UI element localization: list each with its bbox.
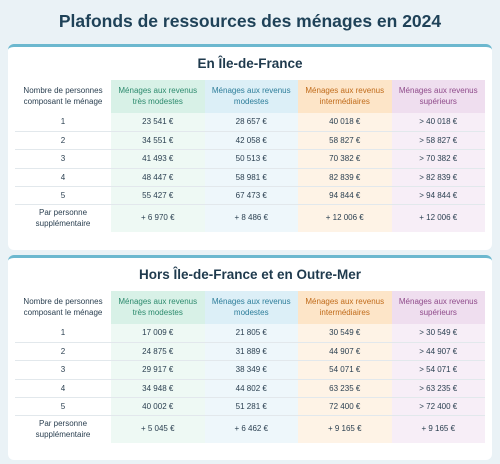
cell-intermediaires: + 9 165 € — [298, 415, 392, 443]
header-modestes: Ménages aux revenus modestes — [204, 80, 298, 113]
table-row: 3 29 917 € 38 349 € 54 071 € > 54 071 € — [15, 360, 485, 380]
cell-intermediaires: 94 844 € — [298, 186, 392, 206]
cell-modestes: + 8 486 € — [204, 204, 298, 232]
cell-superieurs: > 63 235 € — [391, 379, 485, 399]
cell-modestes: 50 513 € — [204, 149, 298, 169]
cell-tres-modestes: 17 009 € — [111, 324, 205, 343]
cell-tres-modestes: 40 002 € — [111, 397, 205, 417]
cell-tres-modestes: 29 917 € — [111, 360, 205, 380]
cell-superieurs: + 12 006 € — [391, 204, 485, 232]
table-row-extra-person: Par personne supplémentaire + 6 970 € + … — [15, 204, 485, 232]
cell-intermediaires: 70 382 € — [298, 149, 392, 169]
cell-persons: 5 — [15, 186, 111, 206]
income-table: Nombre de personnes composant le ménage … — [15, 291, 485, 443]
cell-tres-modestes: 23 541 € — [111, 113, 205, 132]
cell-tres-modestes: 55 427 € — [111, 186, 205, 206]
cell-superieurs: > 72 400 € — [391, 397, 485, 417]
cell-persons: 2 — [15, 342, 111, 362]
page-title: Plafonds de ressources des ménages en 20… — [58, 11, 442, 31]
cell-persons: Par personne supplémentaire — [35, 419, 91, 439]
cell-intermediaires: 30 549 € — [298, 324, 392, 343]
table-row: 5 40 002 € 51 281 € 72 400 € > 72 400 € — [15, 397, 485, 417]
cell-intermediaires: 58 827 € — [298, 131, 392, 151]
cell-persons: 3 — [15, 149, 111, 169]
cell-modestes: 28 657 € — [204, 113, 298, 132]
table-row: 2 34 551 € 42 058 € 58 827 € > 58 827 € — [15, 131, 485, 151]
section-title: Hors Île-de-France et en Outre-Mer — [138, 267, 362, 282]
header-tres-modestes: Ménages aux revenus très modestes — [111, 80, 205, 113]
header-superieurs: Ménages aux revenus supérieurs — [391, 80, 485, 113]
table-row: 1 17 009 € 21 805 € 30 549 € > 30 549 € — [15, 324, 485, 343]
header-intermediaires: Ménages aux revenus intermédiaires — [298, 291, 392, 324]
cell-modestes: 21 805 € — [204, 324, 298, 343]
header-intermediaires: Ménages aux revenus intermédiaires — [298, 80, 392, 113]
cell-superieurs: > 94 844 € — [391, 186, 485, 206]
cell-superieurs: > 54 071 € — [391, 360, 485, 380]
cell-modestes: 44 802 € — [204, 379, 298, 399]
cell-persons: 4 — [15, 379, 111, 399]
cell-persons: 1 — [15, 324, 111, 343]
header-persons: Nombre de personnes composant le ménage — [23, 297, 103, 317]
cell-intermediaires: 82 839 € — [298, 168, 392, 188]
cell-intermediaires: 40 018 € — [298, 113, 392, 132]
cell-intermediaires: + 12 006 € — [298, 204, 392, 232]
cell-persons: Par personne supplémentaire — [35, 208, 91, 228]
cell-modestes: 38 349 € — [204, 360, 298, 380]
header-modestes: Ménages aux revenus modestes — [204, 291, 298, 324]
cell-tres-modestes: 34 551 € — [111, 131, 205, 151]
table-header-row: Nombre de personnes composant le ménage … — [15, 291, 485, 324]
cell-persons: 1 — [15, 113, 111, 132]
cell-superieurs: > 58 827 € — [391, 131, 485, 151]
cell-tres-modestes: 41 493 € — [111, 149, 205, 169]
cell-superieurs: > 30 549 € — [391, 324, 485, 343]
header-tres-modestes: Ménages aux revenus très modestes — [111, 291, 205, 324]
table-row: 4 48 447 € 58 981 € 82 839 € > 82 839 € — [15, 168, 485, 188]
cell-intermediaires: 54 071 € — [298, 360, 392, 380]
income-table: Nombre de personnes composant le ménage … — [15, 80, 485, 232]
cell-tres-modestes: 24 875 € — [111, 342, 205, 362]
cell-modestes: 58 981 € — [204, 168, 298, 188]
cell-persons: 3 — [15, 360, 111, 380]
table-header-row: Nombre de personnes composant le ménage … — [15, 80, 485, 113]
cell-modestes: 67 473 € — [204, 186, 298, 206]
cell-tres-modestes: + 5 045 € — [111, 415, 205, 443]
cell-modestes: 31 889 € — [204, 342, 298, 362]
section-title: En Île-de-France — [197, 56, 303, 71]
section-hors-ile-de-france: Hors Île-de-France et en Outre-Mer Nombr… — [8, 255, 492, 460]
cell-tres-modestes: 34 948 € — [111, 379, 205, 399]
header-superieurs: Ménages aux revenus supérieurs — [391, 291, 485, 324]
cell-intermediaires: 72 400 € — [298, 397, 392, 417]
table-row: 3 41 493 € 50 513 € 70 382 € > 70 382 € — [15, 149, 485, 169]
cell-persons: 2 — [15, 131, 111, 151]
table-row: 5 55 427 € 67 473 € 94 844 € > 94 844 € — [15, 186, 485, 206]
cell-modestes: 51 281 € — [204, 397, 298, 417]
cell-persons: 4 — [15, 168, 111, 188]
cell-tres-modestes: 48 447 € — [111, 168, 205, 188]
table-row-extra-person: Par personne supplémentaire + 5 045 € + … — [15, 415, 485, 443]
table-row: 4 34 948 € 44 802 € 63 235 € > 63 235 € — [15, 379, 485, 399]
table-row: 1 23 541 € 28 657 € 40 018 € > 40 018 € — [15, 113, 485, 132]
cell-intermediaires: 63 235 € — [298, 379, 392, 399]
cell-superieurs: > 40 018 € — [391, 113, 485, 132]
header-persons: Nombre de personnes composant le ménage — [23, 86, 103, 106]
cell-superieurs: > 44 907 € — [391, 342, 485, 362]
cell-modestes: 42 058 € — [204, 131, 298, 151]
cell-superieurs: > 70 382 € — [391, 149, 485, 169]
cell-persons: 5 — [15, 397, 111, 417]
table-row: 2 24 875 € 31 889 € 44 907 € > 44 907 € — [15, 342, 485, 362]
cell-superieurs: > 82 839 € — [391, 168, 485, 188]
cell-intermediaires: 44 907 € — [298, 342, 392, 362]
cell-superieurs: + 9 165 € — [391, 415, 485, 443]
cell-tres-modestes: + 6 970 € — [111, 204, 205, 232]
cell-modestes: + 6 462 € — [204, 415, 298, 443]
section-ile-de-france: En Île-de-France Nombre de personnes com… — [8, 44, 492, 250]
